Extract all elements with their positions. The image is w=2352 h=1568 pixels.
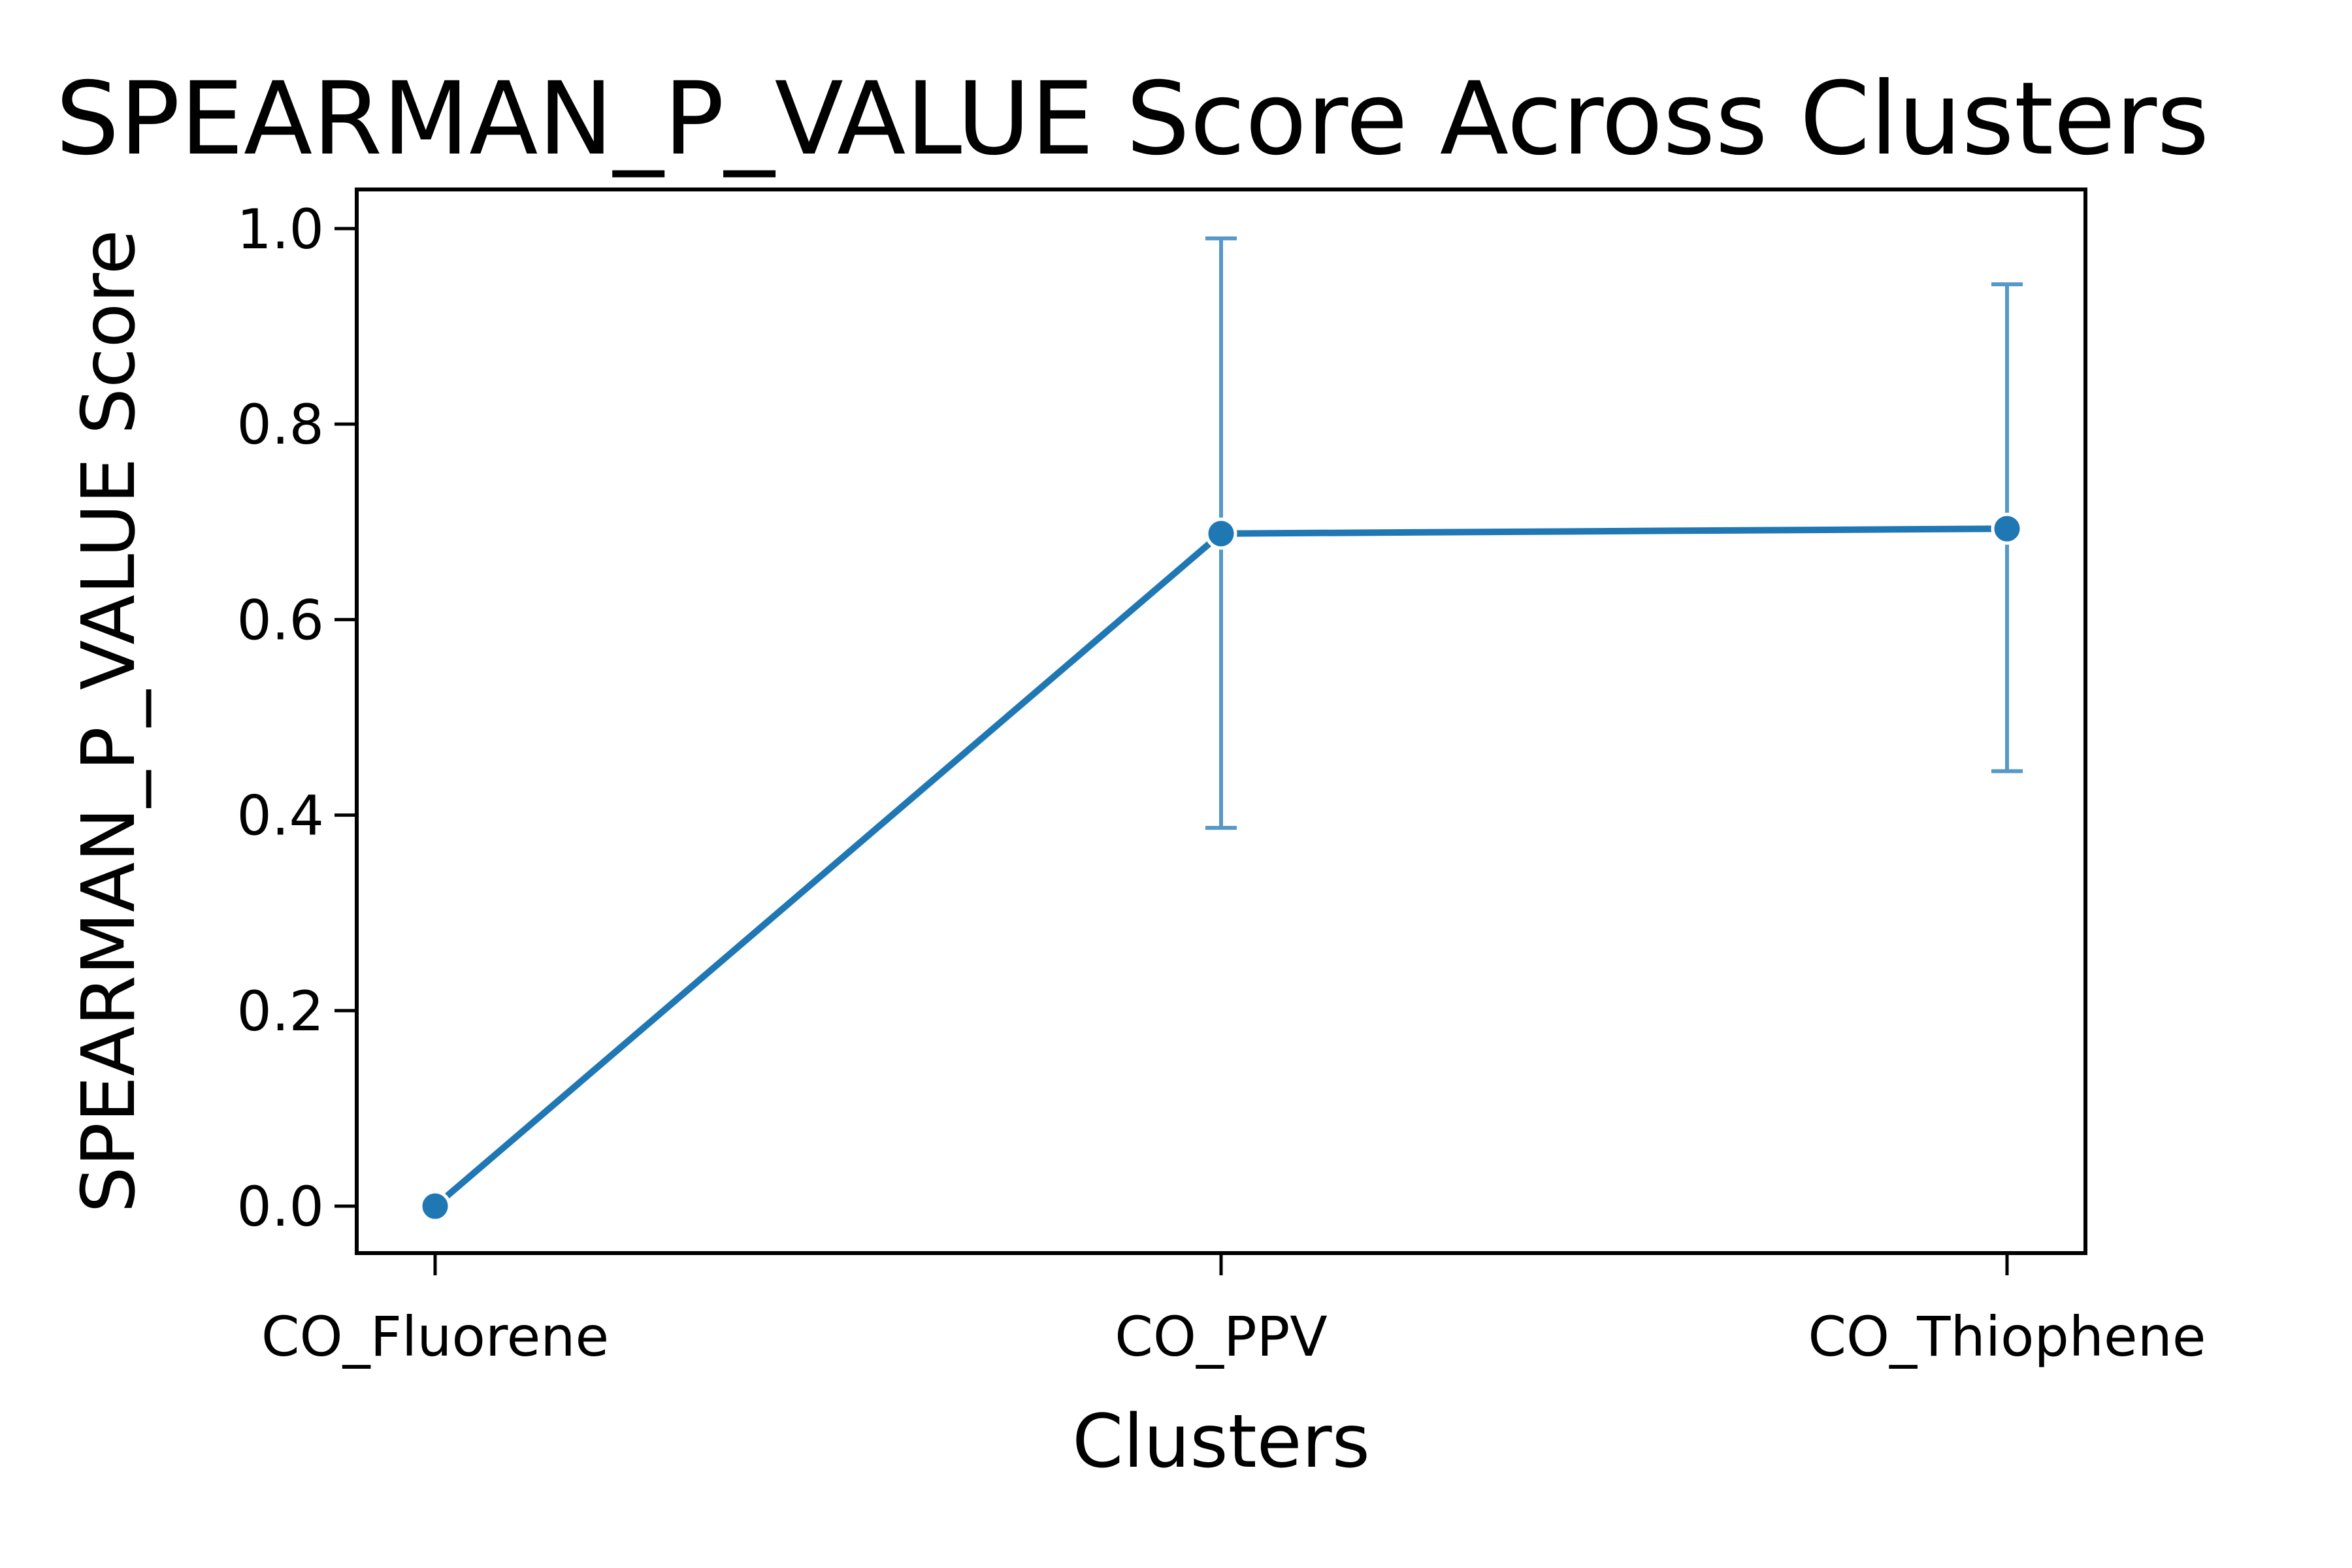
x-tick-label: CO_Fluorene xyxy=(261,1305,609,1369)
data-point xyxy=(1991,512,2023,545)
x-axis-label: Clusters xyxy=(1072,1399,1370,1484)
y-tick-label: 0.4 xyxy=(237,784,324,848)
y-axis-label: SPEARMAN_P_VALUE Score xyxy=(67,229,152,1213)
y-tick-label: 0.2 xyxy=(237,979,324,1043)
x-tick-label: CO_Thiophene xyxy=(1808,1305,2206,1369)
series-layer xyxy=(419,236,2023,1222)
y-tick-label: 0.8 xyxy=(237,393,324,457)
data-point xyxy=(1205,517,1237,550)
chart-title: SPEARMAN_P_VALUE Score Across Clusters xyxy=(56,61,2210,178)
x-tick-label: CO_PPV xyxy=(1115,1305,1328,1369)
y-axis: 0.0 0.2 0.4 0.6 0.8 1.0 xyxy=(237,197,357,1239)
y-tick-label: 0.6 xyxy=(237,588,324,652)
data-point xyxy=(419,1190,451,1222)
y-tick-label: 1.0 xyxy=(237,197,324,261)
x-axis: CO_Fluorene CO_PPV CO_Thiophene xyxy=(261,1253,2206,1369)
y-tick-label: 0.0 xyxy=(237,1175,324,1239)
